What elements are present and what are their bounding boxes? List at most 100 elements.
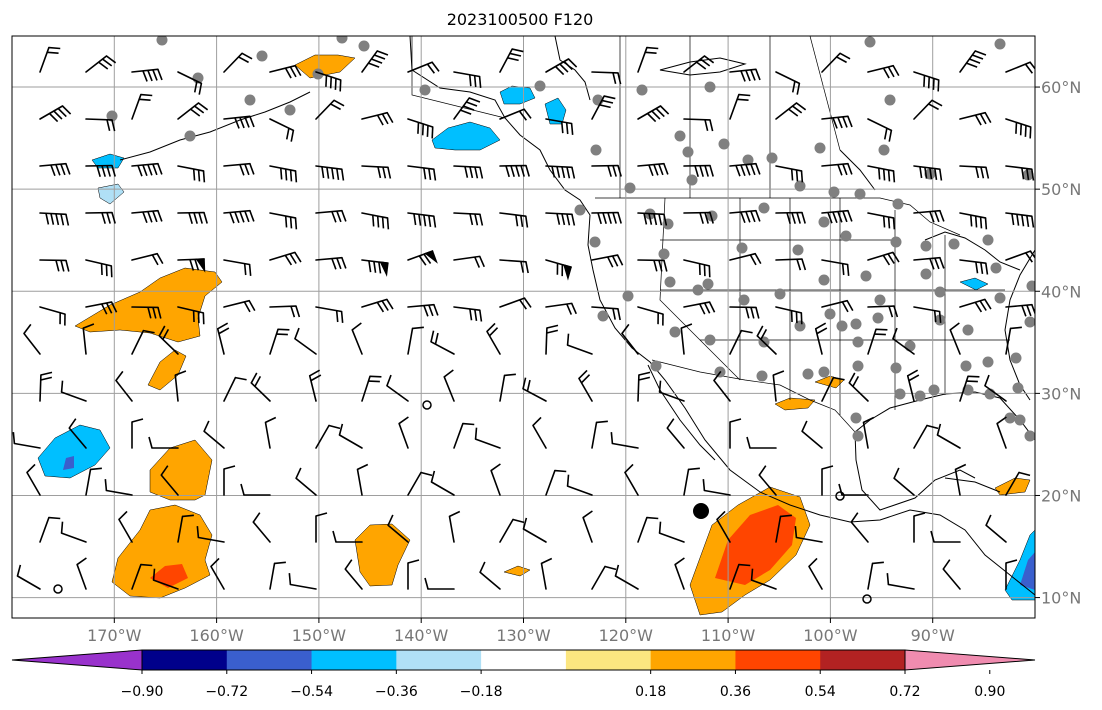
station-marker <box>890 362 902 374</box>
station-marker <box>850 412 862 424</box>
station-marker <box>312 68 324 80</box>
station-marker <box>982 356 994 368</box>
wind-barb <box>949 322 961 355</box>
wind-barb <box>775 71 801 95</box>
station-marker <box>818 366 830 378</box>
wind-barb <box>913 512 926 543</box>
wind-barb <box>351 322 363 355</box>
wind-barb <box>532 416 547 449</box>
wind-barb <box>666 418 685 449</box>
wind-barb <box>453 422 475 449</box>
wind-barb <box>867 118 893 142</box>
wind-barb <box>269 305 301 318</box>
station-marker <box>589 236 601 248</box>
wind-barb <box>821 52 851 73</box>
wind-barb <box>545 259 572 281</box>
wind-barb <box>591 420 608 449</box>
station-marker <box>962 324 974 336</box>
wind-barb <box>486 322 501 355</box>
wind-barb <box>637 46 659 73</box>
wind-barb <box>39 306 66 326</box>
wind-barb <box>85 164 116 177</box>
station-marker <box>704 81 716 93</box>
station-marker <box>934 286 946 298</box>
shaded-region-mexico-offshore-core <box>715 505 796 585</box>
wind-barb <box>288 573 317 590</box>
wind-barb <box>772 370 785 402</box>
station-marker <box>1012 382 1024 394</box>
station-marker <box>702 278 714 290</box>
wind-barb <box>591 71 622 85</box>
colorbar-tick-label: 0.72 <box>889 684 920 700</box>
station-marker <box>874 294 886 306</box>
wind-barb <box>315 165 345 181</box>
wind-barb <box>1005 118 1032 139</box>
wind-barb <box>821 115 853 129</box>
station-marker <box>419 84 431 96</box>
calm-wind-marker <box>835 491 845 501</box>
station-marker <box>718 138 730 150</box>
calm-wind-marker <box>422 400 432 410</box>
wind-barb <box>591 164 622 177</box>
wind-barb <box>1005 250 1035 263</box>
wind-barb <box>1005 61 1035 74</box>
lat-tick-label: 30°N <box>1041 384 1081 403</box>
station-marker <box>892 198 904 210</box>
wind-barb <box>729 162 761 177</box>
wind-barb <box>729 252 762 266</box>
wind-barb <box>1005 212 1035 228</box>
wind-barb <box>610 432 639 449</box>
wind-barb <box>85 467 102 496</box>
wind-barb <box>39 371 53 402</box>
wind-barb <box>315 512 328 543</box>
wind-barb <box>196 526 225 543</box>
wind-barb <box>294 327 317 355</box>
lat-tick-label: 20°N <box>1041 486 1081 505</box>
wind-barb <box>821 162 853 176</box>
wind-barb <box>522 377 547 402</box>
wind-barb <box>76 557 87 590</box>
wind-barb <box>131 252 164 266</box>
colorbar-segment <box>396 650 482 670</box>
wind-barb <box>959 50 987 73</box>
wind-barb <box>499 373 516 402</box>
station-marker <box>1024 316 1035 328</box>
border-alaska-canada <box>411 36 506 119</box>
station-marker <box>960 360 972 372</box>
wind-barb <box>407 212 437 228</box>
wind-barb <box>295 467 317 496</box>
wind-barb <box>269 64 302 79</box>
wind-barb <box>315 71 342 92</box>
wind-barb <box>591 254 624 268</box>
wind-barb <box>637 371 651 402</box>
wind-barb <box>407 303 439 317</box>
border-us-canada <box>595 197 961 236</box>
colorbar-segment <box>650 650 736 670</box>
wind-barb <box>407 118 434 139</box>
wind-barb <box>954 463 967 496</box>
wind-barb <box>26 463 41 496</box>
wind-barb <box>177 258 206 273</box>
colorbar-segment <box>820 650 906 670</box>
station-marker <box>828 186 840 198</box>
wind-barb <box>996 416 1007 449</box>
wind-barb <box>867 165 896 183</box>
wind-barb <box>713 370 731 402</box>
wind-barb <box>540 557 553 590</box>
station-marker <box>794 320 806 332</box>
wind-barb <box>315 99 345 120</box>
station-marker <box>756 370 768 382</box>
station-marker <box>590 144 602 156</box>
wind-barb <box>545 302 577 315</box>
shaded-region-alaska-negative-east <box>499 85 536 105</box>
wind-barb <box>775 211 806 224</box>
wind-barb <box>658 380 685 402</box>
wind-barb <box>959 298 992 313</box>
wind-barb <box>85 301 118 315</box>
wind-barb <box>499 259 529 274</box>
coastline-cuba <box>944 477 1001 493</box>
station-marker <box>534 80 546 92</box>
wind-barb <box>223 299 256 313</box>
station-marker <box>658 248 670 260</box>
